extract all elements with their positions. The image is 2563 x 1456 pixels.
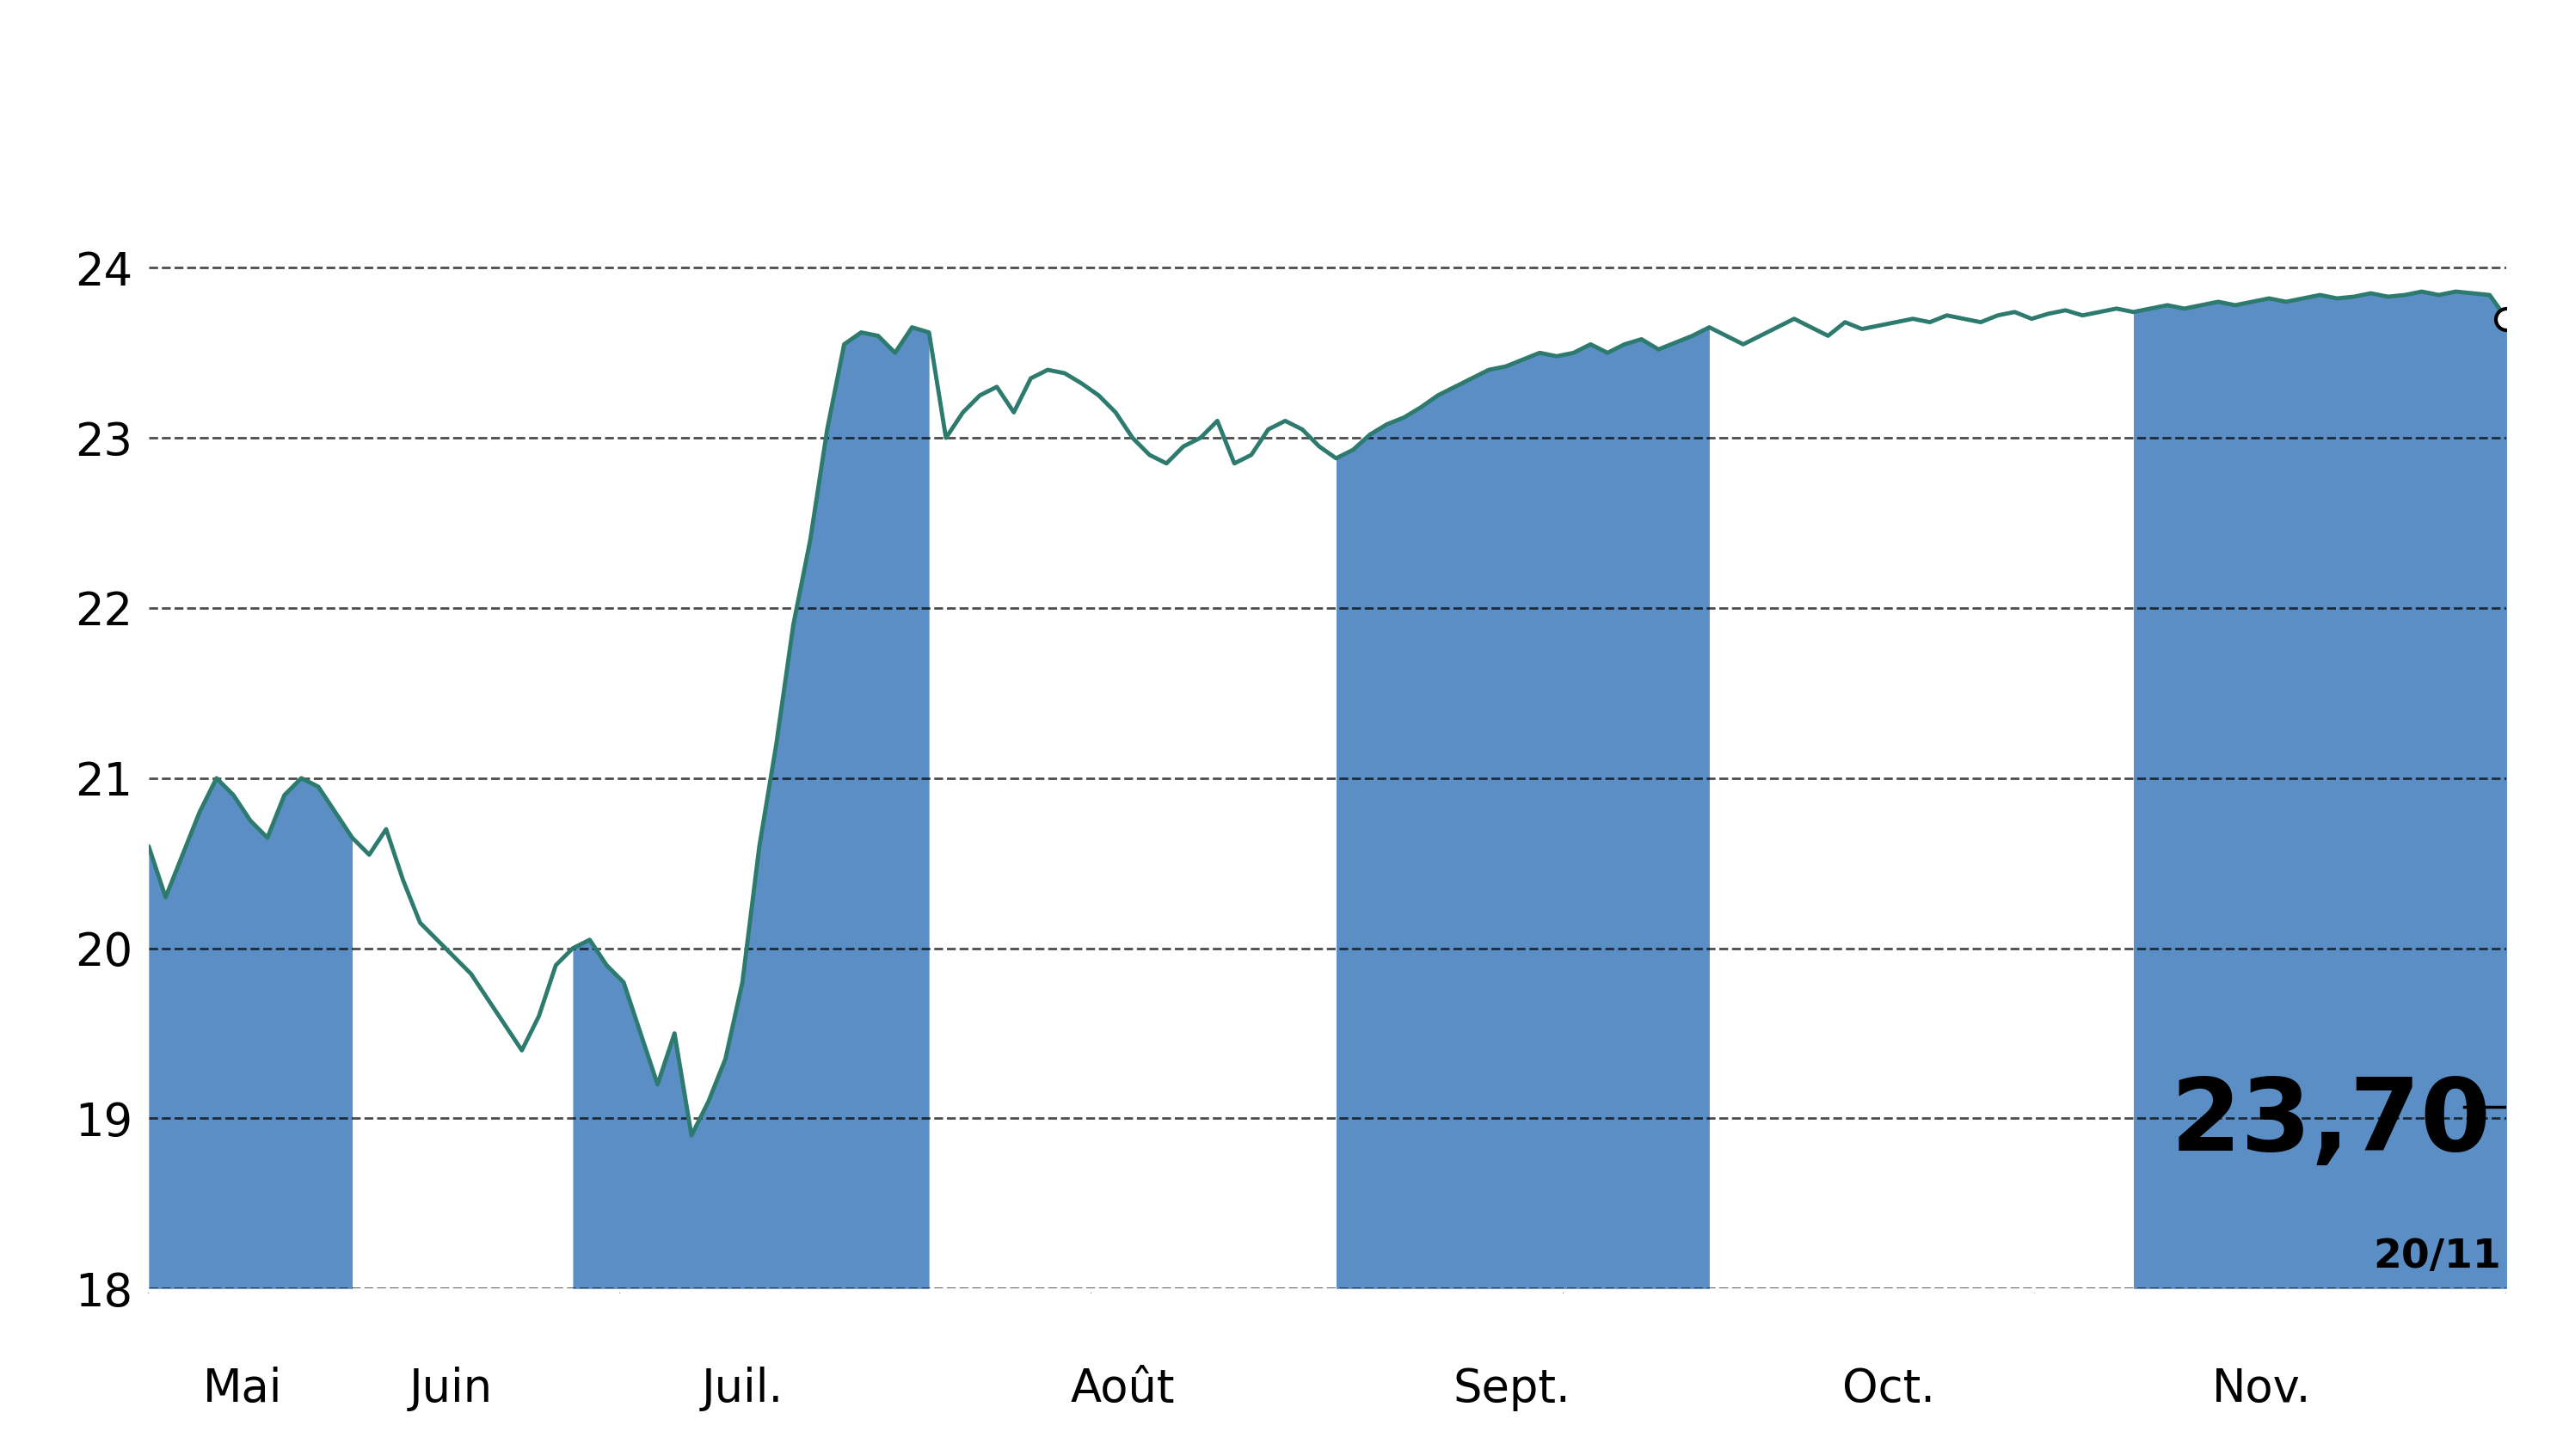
Text: EXCLUSIVE NETWORKS: EXCLUSIVE NETWORKS	[397, 19, 2166, 153]
Text: Nov.: Nov.	[2212, 1366, 2312, 1411]
Text: Août: Août	[1071, 1366, 1174, 1411]
Text: Juin: Juin	[408, 1366, 492, 1411]
Text: Sept.: Sept.	[1453, 1366, 1571, 1411]
Text: 20/11: 20/11	[2373, 1238, 2501, 1275]
Text: Juil.: Juil.	[702, 1366, 784, 1411]
Text: 23,70: 23,70	[2171, 1073, 2491, 1172]
Text: Mai: Mai	[202, 1366, 282, 1411]
Text: Oct.: Oct.	[1843, 1366, 1935, 1411]
